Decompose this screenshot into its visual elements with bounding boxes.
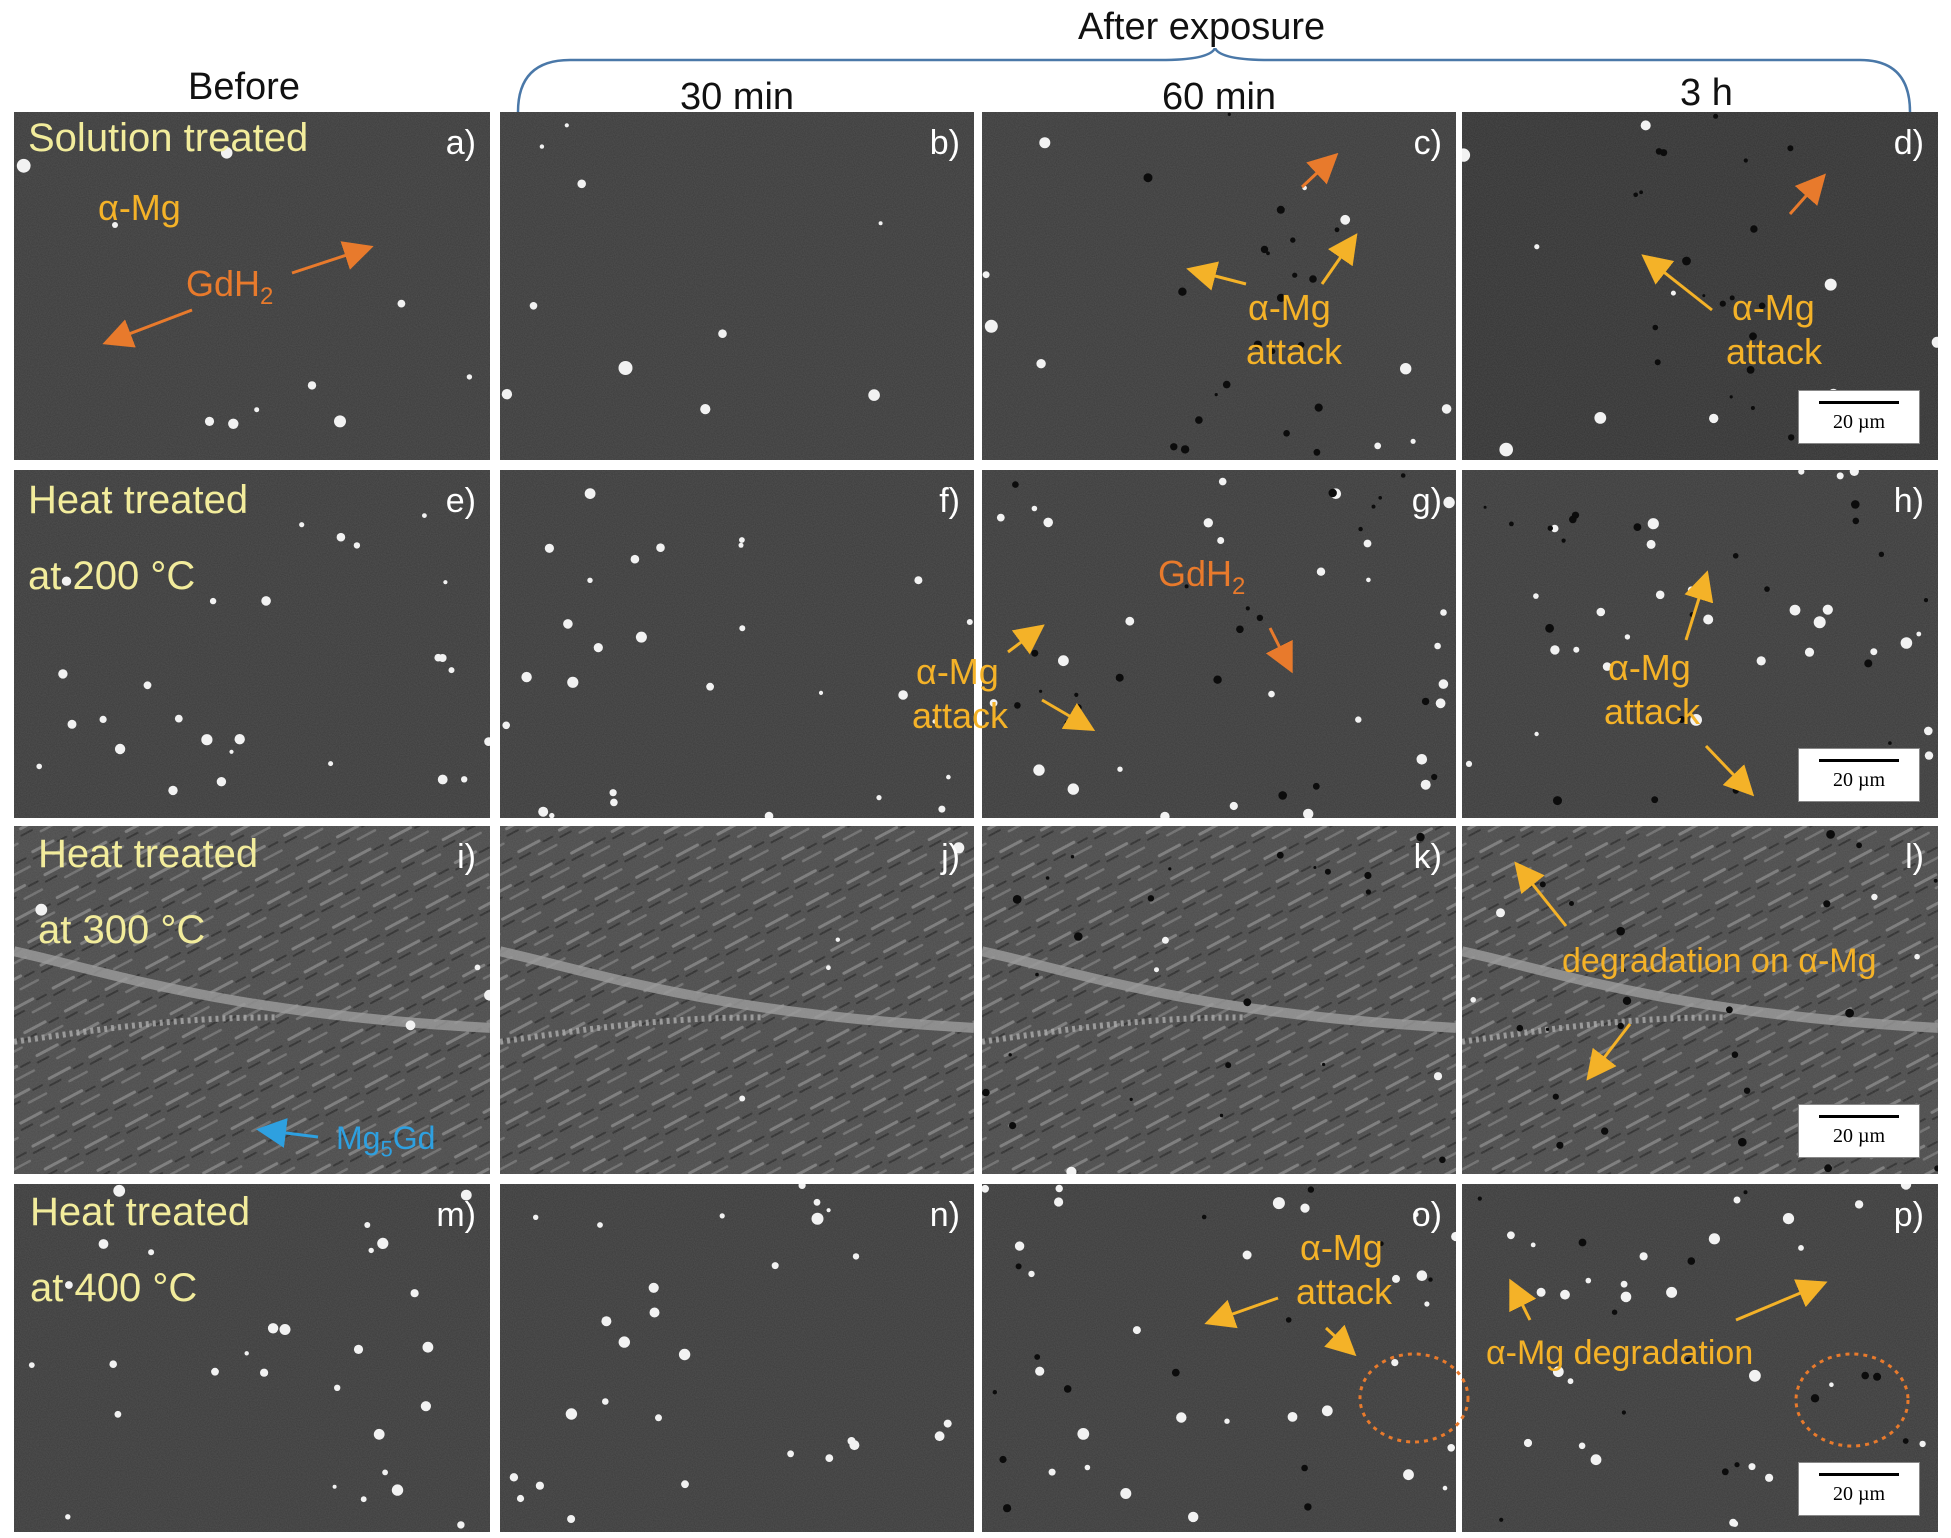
annotation-attack-g: attack (912, 695, 1009, 736)
panel-label-j: j) (941, 838, 960, 876)
micrograph-panel-a: a) (14, 112, 490, 460)
annotation-alpha-mg-c: α-Mg (1248, 287, 1331, 328)
row-label-solution-treated: Solution treated (28, 116, 309, 160)
micrograph-panel-j: j) (500, 826, 974, 1174)
gdh-subscript: 2 (260, 283, 274, 311)
micrograph-panel-b: b) (500, 112, 974, 460)
micrograph-panel-l: l) 20 µm (1462, 826, 1938, 1174)
column-header-before: Before (188, 66, 300, 108)
row-label-heat-treated-200-line2: at 200 °C (28, 554, 196, 598)
panel-label-h: h) (1893, 482, 1924, 520)
annotation-alpha-mg-o: α-Mg (1300, 1227, 1383, 1268)
scale-bar-p: 20 µm (1798, 1462, 1920, 1516)
column-header-30min: 30 min (680, 76, 795, 118)
panel-label-c: c) (1413, 124, 1442, 162)
gd-text: Gd (392, 1120, 436, 1156)
scale-bar-d: 20 µm (1798, 390, 1920, 444)
annotation-alpha-mg-g: α-Mg (916, 651, 999, 692)
micrograph-panel-d: d) 20 µm (1462, 112, 1938, 460)
scale-bar-l: 20 µm (1798, 1104, 1920, 1158)
mg-text: Mg (336, 1120, 381, 1156)
column-header-3h: 3 h (1680, 72, 1733, 114)
panel-label-k: k) (1413, 838, 1442, 876)
row-label-heat-treated-300-line1: Heat treated (38, 832, 259, 876)
panel-label-n: n) (929, 1196, 960, 1234)
gdh-subscript: 2 (1232, 573, 1246, 601)
scale-bar-h: 20 µm (1798, 748, 1920, 802)
panel-label-m: m) (436, 1196, 476, 1234)
micrograph-panel-o: o) (982, 1184, 1456, 1532)
scale-bar-text: 20 µm (1832, 769, 1886, 791)
row-label-heat-treated-400-line1: Heat treated (30, 1190, 251, 1234)
panel-label-l: l) (1905, 838, 1924, 876)
annotation-alpha-mg-degradation-p: α-Mg degradation (1486, 1334, 1754, 1372)
annotation-mg5gd-i: Mg5Gd (336, 1122, 435, 1160)
micrograph-panel-k: k) (982, 826, 1456, 1174)
scale-bar-line (1819, 1115, 1899, 1118)
panel-label-f: f) (939, 482, 960, 520)
gdh-text: GdH (186, 263, 261, 304)
panel-label-e: e) (445, 482, 476, 520)
panel-label-p: p) (1893, 1196, 1924, 1234)
row-label-heat-treated-400-line2: at 400 °C (30, 1266, 198, 1310)
annotation-alpha-mg-h: α-Mg (1608, 647, 1691, 688)
micrograph-panel-c: c) (982, 112, 1456, 460)
annotation-gdh2-a: GdH2 (186, 266, 273, 309)
annotation-gdh2-g: GdH2 (1158, 556, 1245, 599)
column-header-60min: 60 min (1162, 76, 1277, 118)
row-label-heat-treated-200-line1: Heat treated (28, 478, 249, 522)
annotation-alpha-mg-d: α-Mg (1732, 287, 1815, 328)
annotation-alpha-mg-a: α-Mg (98, 187, 181, 228)
panel-label-a: a) (445, 124, 476, 162)
annotation-attack-h: attack (1604, 691, 1701, 732)
micrograph-panel-i: i) (14, 826, 490, 1174)
panel-label-g: g) (1411, 482, 1442, 520)
micrograph-panel-e: e) (14, 470, 490, 818)
annotation-attack-d: attack (1726, 331, 1823, 372)
panel-label-o: o) (1411, 1196, 1442, 1234)
micrograph-panel-n: n) (500, 1184, 974, 1532)
panel-label-b: b) (929, 124, 960, 162)
annotation-attack-o: attack (1296, 1271, 1393, 1312)
after-exposure-bracket (516, 48, 1912, 113)
scale-bar-line (1819, 759, 1899, 762)
scale-bar-text: 20 µm (1832, 411, 1886, 433)
annotation-degradation-on-alpha-mg-l: degradation on α-Mg (1562, 942, 1877, 980)
micrograph-panel-f: f) (500, 470, 974, 818)
micrograph-panel-g: g) (982, 470, 1456, 818)
mg-subscript: 5 (380, 1136, 393, 1162)
scale-bar-line (1819, 1473, 1899, 1476)
scale-bar-line (1819, 401, 1899, 404)
panel-label-d: d) (1893, 124, 1924, 162)
scale-bar-text: 20 µm (1832, 1483, 1886, 1505)
after-exposure-title: After exposure (1078, 6, 1326, 48)
annotation-attack-c: attack (1246, 331, 1343, 372)
gdh-text: GdH (1158, 553, 1233, 594)
row-label-heat-treated-300-line2: at 300 °C (38, 908, 206, 952)
micrograph-panel-h: h) 20 µm (1462, 470, 1938, 818)
scale-bar-text: 20 µm (1832, 1125, 1886, 1147)
panel-label-i: i) (457, 838, 476, 876)
micrograph-panel-m: m) (14, 1184, 490, 1532)
